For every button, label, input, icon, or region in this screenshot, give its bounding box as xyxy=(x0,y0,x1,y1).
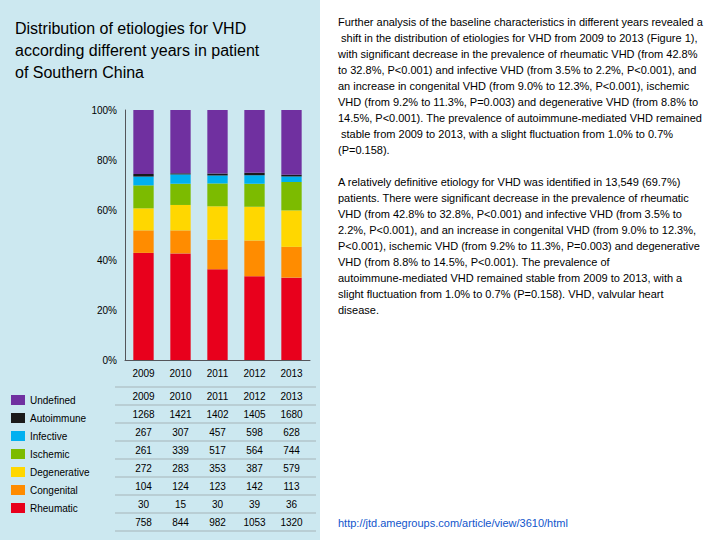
svg-text:2013: 2013 xyxy=(280,368,303,379)
svg-text:564: 564 xyxy=(246,445,263,456)
svg-text:A relatively definitive etiolo: A relatively definitive etiology for VHD… xyxy=(338,176,683,188)
svg-text:124: 124 xyxy=(172,481,189,492)
svg-text:283: 283 xyxy=(172,463,189,474)
svg-text:353: 353 xyxy=(209,463,226,474)
svg-text:VHD (from 42.8% to 32.8%, P<0.: VHD (from 42.8% to 32.8%, P<0.001) and i… xyxy=(338,208,685,220)
svg-text:598: 598 xyxy=(246,427,263,438)
svg-text:982: 982 xyxy=(209,517,226,528)
svg-text:387: 387 xyxy=(246,463,263,474)
svg-text:2011: 2011 xyxy=(207,391,229,402)
svg-text:80%: 80% xyxy=(97,155,117,166)
svg-text:2011: 2011 xyxy=(207,368,229,379)
svg-text:517: 517 xyxy=(209,445,226,456)
svg-text:14.5%, P<0.001). The prevalenc: 14.5%, P<0.001). The prevalence of autoi… xyxy=(338,112,702,124)
svg-text:1680: 1680 xyxy=(280,409,303,420)
svg-text:VHD (from 8.8% to 14.5%, P<0.0: VHD (from 8.8% to 14.5%, P<0.001). The p… xyxy=(338,256,613,268)
svg-text:patients. There were significa: patients. There were significant decreas… xyxy=(338,192,692,204)
svg-text:Infective: Infective xyxy=(30,431,68,442)
svg-text:2012: 2012 xyxy=(243,391,266,402)
svg-text:http://jtd.amegroups.com/artic: http://jtd.amegroups.com/article/view/36… xyxy=(338,517,568,529)
svg-text:2010: 2010 xyxy=(169,391,192,402)
svg-text:1268: 1268 xyxy=(132,409,155,420)
svg-text:142: 142 xyxy=(246,481,263,492)
svg-text:according different years in p: according different years in patient xyxy=(15,42,260,59)
svg-text:744: 744 xyxy=(283,445,300,456)
svg-text:Further analysis of the baseli: Further analysis of the baseline charact… xyxy=(338,16,704,28)
svg-text:to 32.8%, P<0.001) and infecti: to 32.8%, P<0.001) and infective VHD (fr… xyxy=(338,64,699,76)
svg-text:2010: 2010 xyxy=(169,368,192,379)
svg-text:with significant decrease in t: with significant decrease in the prevale… xyxy=(337,48,701,60)
svg-text:shift in the distribution of e: shift in the distribution of etiologies … xyxy=(338,32,701,44)
svg-text:Distribution of etiologies for: Distribution of etiologies for VHD xyxy=(15,20,246,37)
svg-text:844: 844 xyxy=(172,517,189,528)
svg-text:0%: 0% xyxy=(103,355,118,366)
svg-text:1402: 1402 xyxy=(206,409,229,420)
svg-text:1320: 1320 xyxy=(280,517,303,528)
svg-text:Rheumatic: Rheumatic xyxy=(30,503,78,514)
svg-text:36: 36 xyxy=(286,499,298,510)
svg-text:20%: 20% xyxy=(97,305,117,316)
svg-text:slight fluctuation from 1.0% t: slight fluctuation from 1.0% to 0.7% (P=… xyxy=(338,288,667,300)
svg-text:2.2%, P<0.001), and an increas: 2.2%, P<0.001), and an increase in conge… xyxy=(338,224,699,236)
svg-text:123: 123 xyxy=(209,481,226,492)
svg-text:40%: 40% xyxy=(97,255,117,266)
svg-text:1053: 1053 xyxy=(243,517,266,528)
svg-text:an increase in congenital VHD: an increase in congenital VHD (from 9.0%… xyxy=(338,80,692,92)
svg-text:30: 30 xyxy=(138,499,150,510)
svg-text:2009: 2009 xyxy=(132,391,155,402)
svg-text:15: 15 xyxy=(175,499,187,510)
svg-text:1421: 1421 xyxy=(169,409,192,420)
svg-text:758: 758 xyxy=(135,517,152,528)
svg-text:2009: 2009 xyxy=(132,368,155,379)
svg-text:2012: 2012 xyxy=(243,368,266,379)
svg-text:2013: 2013 xyxy=(280,391,303,402)
svg-text:272: 272 xyxy=(135,463,152,474)
svg-text:113: 113 xyxy=(284,481,300,492)
svg-text:261: 261 xyxy=(135,445,152,456)
svg-text:disease.: disease. xyxy=(338,304,379,316)
svg-text:Undefined: Undefined xyxy=(30,395,76,406)
svg-text:579: 579 xyxy=(283,463,300,474)
svg-text:stable from 2009 to 2013, with: stable from 2009 to 2013, with a slight … xyxy=(338,128,676,140)
svg-text:Degenerative: Degenerative xyxy=(30,467,90,478)
svg-text:VHD (from 9.2% to 11.3%, P=0.0: VHD (from 9.2% to 11.3%, P=0.003) and de… xyxy=(338,96,701,108)
svg-text:267: 267 xyxy=(135,427,152,438)
svg-text:autoimmune-mediated VHD remain: autoimmune-mediated VHD remained stable … xyxy=(338,272,685,284)
svg-text:307: 307 xyxy=(172,427,189,438)
svg-text:457: 457 xyxy=(209,427,226,438)
svg-text:628: 628 xyxy=(283,427,300,438)
svg-text:1405: 1405 xyxy=(243,409,266,420)
svg-text:339: 339 xyxy=(172,445,189,456)
svg-text:Ischemic: Ischemic xyxy=(30,449,69,460)
svg-text:100%: 100% xyxy=(91,105,117,116)
svg-text:30: 30 xyxy=(212,499,224,510)
svg-text:of Southern China: of Southern China xyxy=(15,64,144,81)
svg-text:104: 104 xyxy=(135,481,152,492)
svg-text:Congenital: Congenital xyxy=(30,485,78,496)
svg-text:(P=0.158).: (P=0.158). xyxy=(338,144,390,156)
svg-text:39: 39 xyxy=(249,499,261,510)
svg-text:P<0.001), ischemic VHD (from 9: P<0.001), ischemic VHD (from 9.2% to 11.… xyxy=(338,240,703,252)
svg-text:60%: 60% xyxy=(97,205,117,216)
svg-text:Autoimmune: Autoimmune xyxy=(30,413,87,424)
